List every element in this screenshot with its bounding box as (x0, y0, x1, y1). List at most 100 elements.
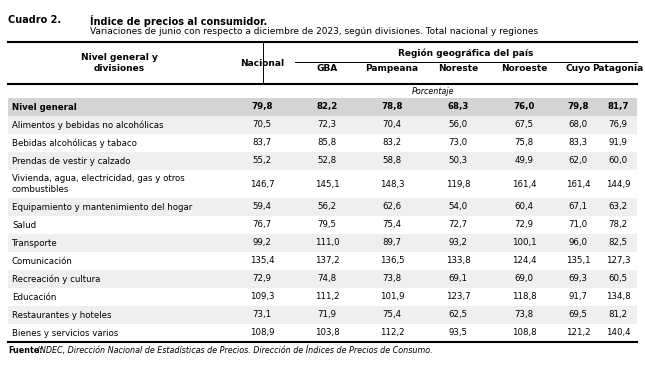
Text: 72,7: 72,7 (448, 220, 468, 230)
Text: 78,2: 78,2 (608, 220, 628, 230)
Text: Fuente:: Fuente: (8, 346, 43, 355)
Text: 62,0: 62,0 (568, 157, 588, 166)
Text: 71,9: 71,9 (317, 310, 337, 320)
Text: 108,8: 108,8 (511, 328, 536, 337)
Text: Cuadro 2.: Cuadro 2. (8, 15, 61, 25)
Bar (8, 116, 637, 134)
Text: 111,2: 111,2 (315, 293, 339, 301)
Text: 75,4: 75,4 (382, 220, 402, 230)
Text: INDEC, Dirección Nacional de Estadísticas de Precios. Dirección de Índices de Pr: INDEC, Dirección Nacional de Estadística… (35, 346, 433, 356)
Text: 81,2: 81,2 (608, 310, 628, 320)
Text: 75,4: 75,4 (382, 310, 402, 320)
Text: 76,7: 76,7 (252, 220, 272, 230)
Text: Nivel general y
divisiones: Nivel general y divisiones (81, 53, 157, 73)
Text: 118,8: 118,8 (511, 293, 536, 301)
Text: 72,9: 72,9 (515, 220, 533, 230)
Text: 62,6: 62,6 (382, 203, 402, 212)
Text: 68,3: 68,3 (448, 103, 469, 111)
Text: 82,2: 82,2 (316, 103, 338, 111)
Text: 79,8: 79,8 (567, 103, 589, 111)
Text: Comunicación: Comunicación (12, 256, 73, 266)
Text: 74,8: 74,8 (317, 274, 337, 283)
Text: Patagonia: Patagonia (592, 64, 644, 73)
Text: 49,9: 49,9 (515, 157, 533, 166)
Text: 73,8: 73,8 (515, 310, 533, 320)
Text: 161,4: 161,4 (566, 179, 590, 188)
Text: Salud: Salud (12, 220, 36, 230)
Text: 100,1: 100,1 (511, 239, 536, 247)
Text: 99,2: 99,2 (253, 239, 272, 247)
Bar (8, 152, 637, 170)
Text: GBA: GBA (317, 64, 337, 73)
Text: 69,0: 69,0 (515, 274, 533, 283)
Text: 161,4: 161,4 (511, 179, 536, 188)
Text: Índice de precios al consumidor.: Índice de precios al consumidor. (90, 15, 267, 27)
Text: 60,0: 60,0 (608, 157, 628, 166)
Text: 93,5: 93,5 (448, 328, 468, 337)
Text: 109,3: 109,3 (250, 293, 274, 301)
Text: 58,8: 58,8 (382, 157, 402, 166)
Text: Transporte: Transporte (12, 239, 58, 247)
Text: 124,4: 124,4 (511, 256, 536, 266)
Text: 72,3: 72,3 (317, 120, 337, 130)
Text: 63,2: 63,2 (608, 203, 628, 212)
Text: Vivienda, agua, electricidad, gas y otros
combustibles: Vivienda, agua, electricidad, gas y otro… (12, 174, 184, 194)
Text: 70,5: 70,5 (252, 120, 272, 130)
Text: 111,0: 111,0 (315, 239, 339, 247)
Text: 55,2: 55,2 (252, 157, 272, 166)
Bar (8, 234, 637, 252)
Text: 135,1: 135,1 (566, 256, 590, 266)
Text: Bienes y servicios varios: Bienes y servicios varios (12, 328, 118, 337)
Text: Alimentos y bebidas no alcohólicas: Alimentos y bebidas no alcohólicas (12, 120, 163, 130)
Text: 68,0: 68,0 (568, 120, 588, 130)
Text: 73,8: 73,8 (382, 274, 402, 283)
Text: 60,5: 60,5 (608, 274, 628, 283)
Text: 123,7: 123,7 (446, 293, 470, 301)
Text: 89,7: 89,7 (382, 239, 401, 247)
Text: 103,8: 103,8 (315, 328, 339, 337)
Text: 145,1: 145,1 (315, 179, 339, 188)
Text: 93,2: 93,2 (448, 239, 468, 247)
Text: 67,5: 67,5 (515, 120, 533, 130)
Bar (8, 270, 637, 288)
Text: 91,7: 91,7 (568, 293, 588, 301)
Text: 127,3: 127,3 (606, 256, 630, 266)
Text: 71,0: 71,0 (568, 220, 588, 230)
Text: Noroeste: Noroeste (501, 64, 547, 73)
Text: 69,5: 69,5 (568, 310, 588, 320)
Text: 112,2: 112,2 (380, 328, 404, 337)
Text: 82,5: 82,5 (608, 239, 628, 247)
Text: 73,0: 73,0 (448, 138, 468, 147)
Text: 69,1: 69,1 (448, 274, 468, 283)
Text: 76,9: 76,9 (608, 120, 628, 130)
Text: 121,2: 121,2 (566, 328, 590, 337)
Text: 91,9: 91,9 (609, 138, 628, 147)
Text: 76,0: 76,0 (513, 103, 535, 111)
Bar (8, 170, 637, 198)
Text: 73,1: 73,1 (252, 310, 272, 320)
Text: 78,8: 78,8 (381, 103, 402, 111)
Text: Restaurantes y hoteles: Restaurantes y hoteles (12, 310, 112, 320)
Text: 146,7: 146,7 (250, 179, 274, 188)
Bar (8, 198, 637, 216)
Text: 108,9: 108,9 (250, 328, 274, 337)
Text: 144,9: 144,9 (606, 179, 630, 188)
Text: 62,5: 62,5 (448, 310, 468, 320)
Text: 52,8: 52,8 (317, 157, 337, 166)
Bar (8, 216, 637, 234)
Text: 140,4: 140,4 (606, 328, 630, 337)
Text: 133,8: 133,8 (446, 256, 470, 266)
Text: 72,9: 72,9 (252, 274, 272, 283)
Text: 135,4: 135,4 (250, 256, 274, 266)
Text: Variaciones de junio con respecto a diciembre de 2023, según divisiones. Total n: Variaciones de junio con respecto a dici… (90, 27, 538, 36)
Bar (8, 98, 637, 116)
Text: Bebidas alcohólicas y tabaco: Bebidas alcohólicas y tabaco (12, 138, 137, 148)
Text: Prendas de vestir y calzado: Prendas de vestir y calzado (12, 157, 130, 166)
Text: Cuyo: Cuyo (566, 64, 591, 73)
Text: 83,7: 83,7 (252, 138, 272, 147)
Text: Nivel general: Nivel general (12, 103, 77, 111)
Text: 85,8: 85,8 (317, 138, 337, 147)
Text: 50,3: 50,3 (448, 157, 468, 166)
Text: Pampeana: Pampeana (366, 64, 419, 73)
Bar (8, 288, 637, 306)
